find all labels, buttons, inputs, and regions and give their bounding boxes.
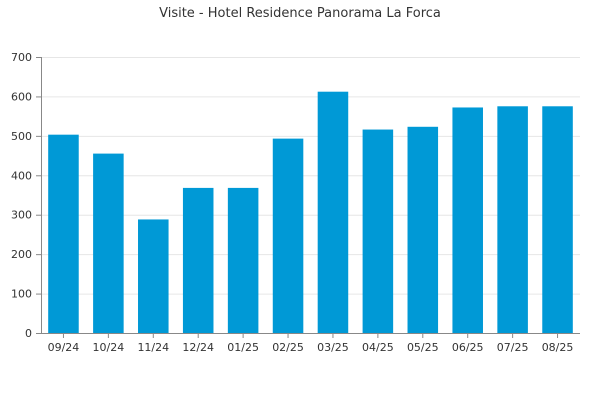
x-tick-label: 05/25 bbox=[407, 341, 439, 354]
bar bbox=[452, 107, 483, 334]
y-tick-label: 300 bbox=[11, 209, 32, 222]
x-tick-label: 10/24 bbox=[93, 341, 125, 354]
y-tick-label: 100 bbox=[11, 288, 32, 301]
y-tick-label: 700 bbox=[11, 51, 32, 64]
y-tick-label: 0 bbox=[25, 327, 32, 340]
bar bbox=[542, 106, 573, 334]
chart-title: Visite - Hotel Residence Panorama La For… bbox=[159, 6, 441, 21]
bars bbox=[48, 91, 573, 334]
bar bbox=[48, 134, 79, 333]
bar bbox=[362, 129, 394, 333]
x-tick-label: 02/25 bbox=[272, 341, 304, 354]
y-tick-label: 200 bbox=[11, 248, 32, 261]
bar bbox=[138, 219, 169, 333]
y-tick-label: 500 bbox=[11, 130, 32, 143]
y-axis-ticks: 0 100 200 300 400 500 600 700 bbox=[11, 51, 41, 340]
y-tick-label: 600 bbox=[11, 90, 32, 103]
x-tick-label: 06/25 bbox=[452, 341, 484, 354]
x-tick-label: 01/25 bbox=[227, 341, 259, 354]
bar bbox=[227, 187, 259, 333]
x-tick-label: 03/25 bbox=[317, 341, 349, 354]
grid-lines bbox=[41, 57, 580, 295]
x-axis-ticks: 09/24 10/24 11/24 12/24 01/25 02/25 03/25 04/25… bbox=[48, 333, 574, 354]
bar bbox=[182, 187, 214, 333]
x-tick-label: 12/24 bbox=[182, 341, 214, 354]
axes bbox=[41, 57, 580, 334]
bar bbox=[272, 138, 304, 333]
bar bbox=[317, 91, 349, 333]
x-tick-label: 09/24 bbox=[48, 341, 80, 354]
x-tick-label: 08/25 bbox=[542, 341, 574, 354]
x-tick-label: 07/25 bbox=[497, 341, 529, 354]
bar bbox=[497, 106, 528, 334]
y-tick-label: 400 bbox=[11, 169, 32, 182]
x-tick-label: 04/25 bbox=[362, 341, 394, 354]
x-tick-label: 11/24 bbox=[137, 341, 169, 354]
bar bbox=[93, 153, 124, 333]
bar bbox=[407, 126, 439, 333]
